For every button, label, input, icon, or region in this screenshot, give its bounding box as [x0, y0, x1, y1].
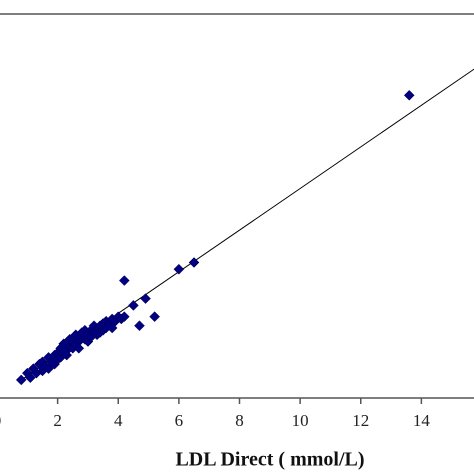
data-point	[403, 89, 415, 101]
x-tick-label: 14	[413, 411, 431, 430]
data-point	[188, 257, 200, 268]
data-point	[73, 342, 85, 354]
data-point	[106, 322, 118, 334]
data-point	[15, 374, 27, 386]
data-point	[149, 311, 160, 323]
data-point	[61, 349, 73, 361]
x-tick-label: 4	[114, 411, 123, 430]
x-tick-label: 0	[0, 411, 1, 430]
x-tick-label: 8	[235, 411, 244, 430]
data-point	[128, 300, 139, 311]
x-tick-label: 6	[175, 411, 184, 430]
x-axis-label: LDL Direct ( mmol/L)	[175, 449, 364, 471]
x-tick-label: 10	[292, 411, 309, 430]
data-point	[43, 363, 54, 374]
data-point	[24, 372, 36, 384]
data-point	[140, 293, 151, 304]
data-point	[118, 275, 130, 286]
data-point	[134, 320, 145, 332]
x-tick-label: 12	[352, 411, 369, 430]
x-tick-label: 2	[53, 411, 62, 430]
data-point	[173, 263, 185, 275]
data-point	[118, 311, 130, 323]
